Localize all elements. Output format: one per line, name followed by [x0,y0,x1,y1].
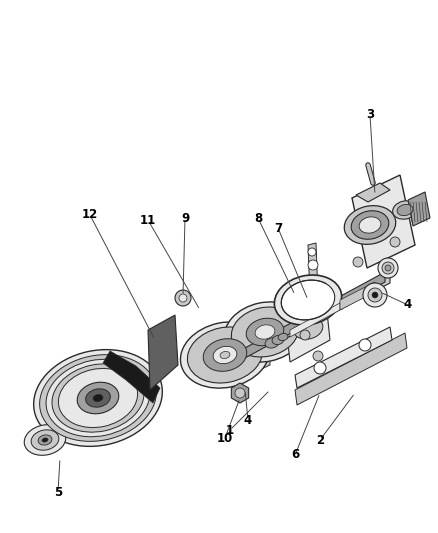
Ellipse shape [272,335,284,344]
Ellipse shape [224,302,306,362]
Polygon shape [352,175,415,268]
Circle shape [179,294,187,302]
Text: 4: 4 [404,298,412,311]
Ellipse shape [278,334,288,341]
Ellipse shape [24,425,66,455]
Polygon shape [340,282,375,310]
Ellipse shape [203,338,247,372]
Circle shape [175,290,191,306]
Ellipse shape [77,382,119,414]
Circle shape [314,362,326,374]
Polygon shape [408,192,430,226]
Text: 2: 2 [316,433,324,447]
Circle shape [363,283,387,307]
Circle shape [359,339,371,351]
Polygon shape [308,243,318,297]
Ellipse shape [231,307,299,357]
Ellipse shape [397,204,413,216]
Text: 1: 1 [226,424,234,437]
Text: 6: 6 [291,448,299,462]
Ellipse shape [39,354,156,441]
Text: 11: 11 [140,214,156,227]
Circle shape [372,292,378,298]
Ellipse shape [220,351,230,359]
Polygon shape [295,327,392,388]
Text: 5: 5 [54,486,62,498]
Text: 12: 12 [82,208,98,222]
Text: 10: 10 [217,432,233,445]
Ellipse shape [52,364,144,432]
Circle shape [353,257,363,267]
Polygon shape [103,351,160,403]
Ellipse shape [351,211,389,239]
Ellipse shape [180,322,269,388]
Ellipse shape [246,318,284,346]
Polygon shape [270,275,390,347]
Polygon shape [148,315,178,390]
Ellipse shape [213,346,237,364]
Ellipse shape [359,217,381,233]
Polygon shape [356,183,390,202]
Ellipse shape [265,338,279,348]
Circle shape [235,388,245,398]
Circle shape [300,330,310,340]
Ellipse shape [344,206,396,244]
Ellipse shape [31,430,59,450]
Circle shape [378,258,398,278]
Text: 8: 8 [254,212,262,224]
Text: 4: 4 [244,414,252,426]
Ellipse shape [38,435,52,445]
Ellipse shape [255,325,275,339]
Polygon shape [285,293,330,362]
Ellipse shape [281,280,335,320]
Ellipse shape [42,438,48,442]
Circle shape [313,351,323,361]
Polygon shape [263,303,305,361]
Circle shape [385,265,391,271]
Polygon shape [295,333,407,405]
Circle shape [390,237,400,247]
Circle shape [290,305,300,315]
Text: 9: 9 [181,212,189,224]
Ellipse shape [58,368,138,427]
Polygon shape [290,303,340,337]
Circle shape [308,248,316,256]
Ellipse shape [187,327,263,383]
Circle shape [368,288,382,302]
Circle shape [382,262,394,274]
Ellipse shape [34,350,162,446]
Ellipse shape [274,275,342,325]
Ellipse shape [392,201,417,219]
Text: 7: 7 [274,222,282,235]
Text: 3: 3 [366,109,374,122]
Polygon shape [245,272,385,358]
Circle shape [308,260,318,270]
Ellipse shape [86,389,110,407]
Ellipse shape [293,317,323,339]
Polygon shape [223,323,270,387]
Ellipse shape [93,394,103,401]
Ellipse shape [46,359,150,437]
